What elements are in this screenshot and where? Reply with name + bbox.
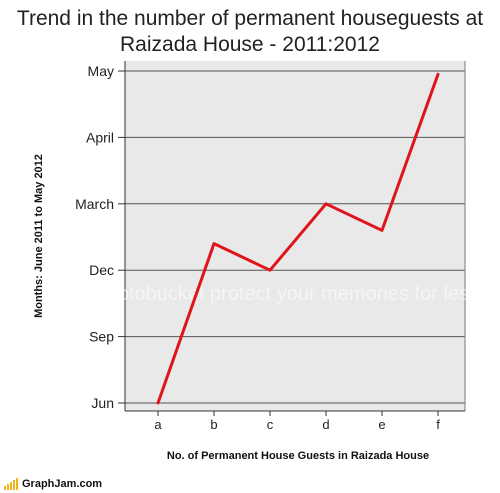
x-axis: a b c d e f [125, 410, 465, 432]
series-line [156, 72, 440, 405]
chart-title-line-1: Trend in the number of permanent housegu… [16, 7, 484, 30]
graphjam-logo-icon [4, 478, 19, 490]
x-tick-label: e [378, 417, 385, 432]
x-tick-label: a [154, 417, 162, 432]
y-axis: Jun Sep Dec March April May [75, 61, 126, 411]
footer-brand: GraphJam.com [4, 476, 102, 490]
x-tick-label: b [210, 417, 217, 432]
y-tick-label: May [88, 63, 114, 79]
x-axis-label: No. of Permanent House Guests in Raizada… [167, 450, 429, 462]
y-tick-label: Dec [89, 262, 114, 278]
y-axis-label: Months: June 2011 to May 2012 [33, 154, 45, 318]
brand-name: GraphJam.com [22, 478, 103, 490]
watermark: photobucket protect your memories for le… [95, 283, 484, 305]
y-tick-label: Sep [89, 329, 114, 345]
y-tick-label: March [75, 196, 114, 212]
x-tick-label: f [436, 417, 440, 432]
chart-title: Trend in the number of permanent housegu… [0, 6, 500, 58]
y-tick-label: April [86, 129, 114, 145]
y-tick-label: Jun [91, 395, 114, 411]
plot-area [125, 61, 465, 411]
chart-title-line-2: Raizada House - 2011:2012 [120, 33, 380, 56]
x-tick-label: d [322, 417, 329, 432]
x-tick-label: c [267, 417, 274, 432]
